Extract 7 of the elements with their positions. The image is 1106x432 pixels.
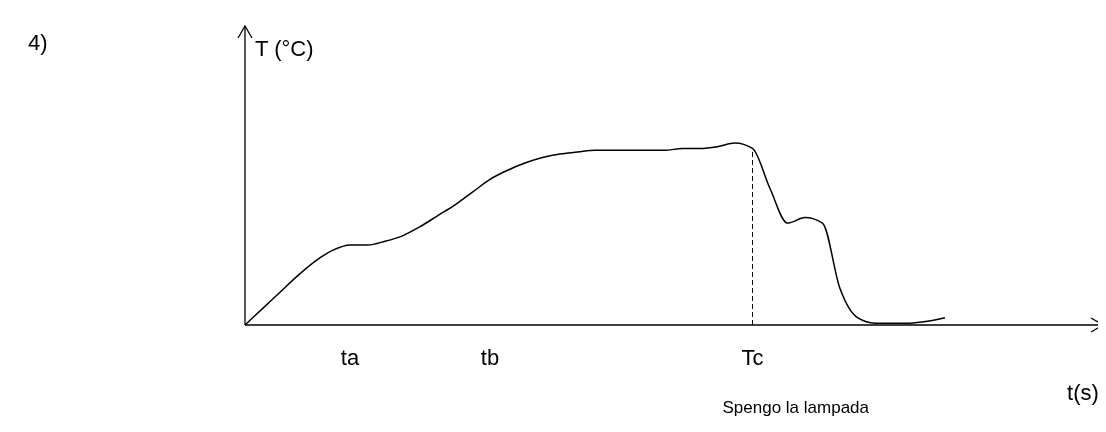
y-axis-title: T (°C) [255,36,314,61]
x-tick-label: Tc [741,345,764,370]
text: Spengo la lampada [722,398,870,417]
x-tick-label: ta [340,345,360,370]
x-tick-label: tb [480,345,500,370]
text: 4) [28,30,48,55]
x-axis-title: t(s) [1067,380,1099,405]
